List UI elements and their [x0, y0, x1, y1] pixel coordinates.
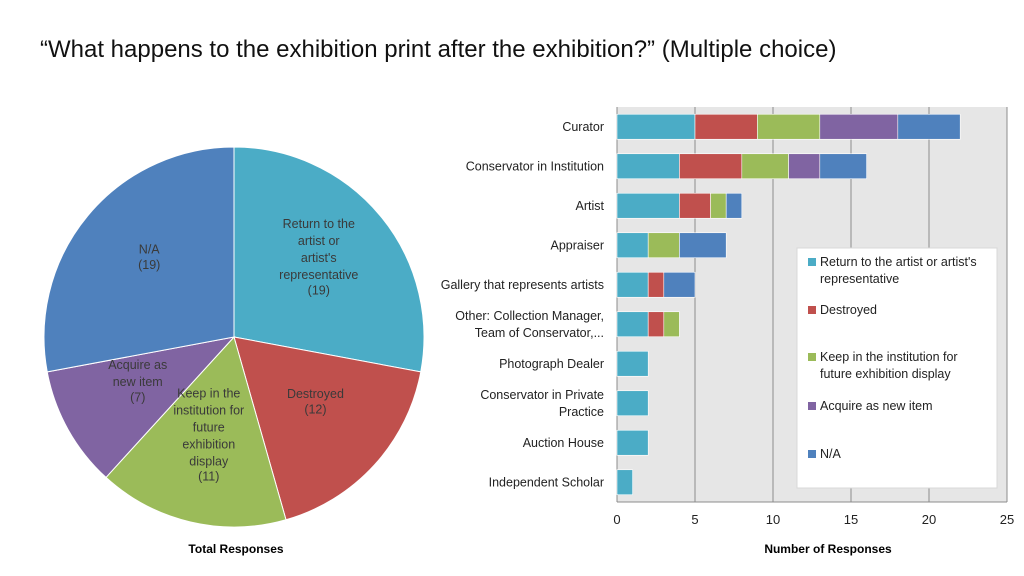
x-tick-label: 5 [691, 512, 698, 527]
legend-swatch-na [808, 450, 816, 458]
category-label: Other: Collection Manager, Team of Conser… [455, 309, 604, 340]
legend-swatch-acquire [808, 402, 816, 410]
slide-title: “What happens to the exhibition print af… [40, 36, 837, 63]
pie-slice-keep [105, 335, 287, 528]
bar-segment-return [616, 192, 680, 219]
bar-segment-keep [710, 192, 727, 219]
bar-segment-return [616, 113, 696, 140]
bar-segment-destroyed [647, 311, 665, 338]
bar-segment-na [819, 153, 867, 180]
pie-labels: Return to the artist or artist's representa… [108, 217, 358, 483]
bar-segment-keep [663, 311, 680, 338]
bar-segment-na [679, 232, 727, 259]
category-label: Conservator in Private Practice [480, 388, 604, 419]
bar-segment-keep [757, 113, 821, 140]
pie-slice-label: Keep in the institution for future exhibiti… [173, 386, 244, 483]
x-tick-label: 15 [844, 512, 858, 527]
pie-slice-label: Acquire as new item (7) [108, 358, 167, 404]
category-label: Conservator in Institution [466, 159, 604, 173]
legend-label: Return to the artist or artist's represen… [820, 255, 977, 286]
bar-segment-return [616, 350, 649, 377]
pie-slices [43, 146, 425, 528]
legend-label: Acquire as new item [820, 399, 933, 413]
x-tick-label: 0 [613, 512, 620, 527]
bar-segment-destroyed [694, 113, 758, 140]
bar-segment-keep [741, 153, 789, 180]
legend-swatch-keep [808, 353, 816, 361]
pie-slice-destroyed [233, 336, 422, 521]
pie-slice-na [43, 146, 235, 373]
bar-segment-acquire [788, 153, 821, 180]
bar-segment-acquire [819, 113, 899, 140]
bar-segment-na [897, 113, 961, 140]
legend-swatch-destroyed [808, 306, 816, 314]
pie-slice-acquire [46, 336, 236, 479]
bar-axis-title: Number of Responses [764, 542, 892, 556]
bar-segment-na [663, 271, 696, 298]
x-tick-label: 20 [922, 512, 936, 527]
bar-segment-na [725, 192, 743, 219]
legend-swatch-return [808, 258, 816, 266]
bar-marks [616, 113, 961, 496]
bar-segment-return [616, 469, 633, 496]
legend-box [796, 247, 998, 489]
pie-axis-title: Total Responses [188, 542, 283, 556]
category-label: Auction House [523, 436, 604, 450]
category-label: Curator [562, 120, 604, 134]
bar-segment-return [616, 271, 649, 298]
category-label: Photograph Dealer [499, 357, 604, 371]
pie-slice-label: N/A (19) [138, 243, 160, 272]
bar-segment-return [616, 429, 649, 456]
bar-segment-destroyed [647, 271, 665, 298]
bar-segment-return [616, 311, 649, 338]
bar-legend: Return to the artist or artist's represen… [796, 247, 998, 489]
bar-category-labels: Curator Conservator in Institution Artist A… [441, 120, 605, 490]
x-tick-label: 10 [766, 512, 780, 527]
legend-label: Keep in the institution for future exhibi… [820, 350, 958, 381]
bar-segment-return [616, 390, 649, 417]
pie-slice-label: Destroyed (12) [287, 387, 344, 416]
bar-segment-keep [647, 232, 680, 259]
category-label: Artist [576, 199, 605, 213]
x-tick-label: 25 [1000, 512, 1014, 527]
pie-slice-label: Return to the artist or artist's representa… [279, 217, 358, 297]
bar-segment-return [616, 232, 649, 259]
bar-segment-destroyed [679, 192, 711, 219]
bar-segment-return [616, 153, 680, 180]
category-label: Appraiser [551, 238, 605, 252]
legend-label: Destroyed [820, 303, 877, 317]
legend-label: N/A [820, 447, 842, 461]
pie-slice-return [233, 146, 425, 373]
category-label: Independent Scholar [489, 475, 604, 489]
bar-segment-destroyed [679, 153, 743, 180]
bar-tick-labels: 0 5 10 15 20 25 [613, 512, 1014, 527]
category-label: Gallery that represents artists [441, 278, 604, 292]
pie-chart: Return to the artist or artist's representa… [43, 146, 425, 556]
